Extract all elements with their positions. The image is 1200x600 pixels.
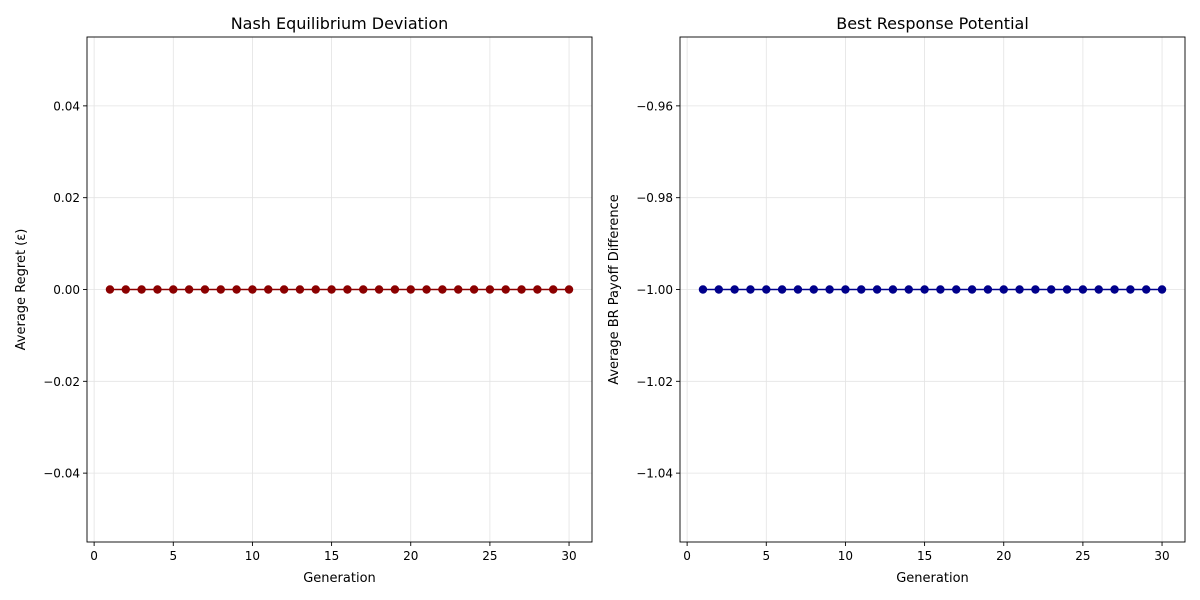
data-point bbox=[153, 285, 162, 294]
data-point bbox=[746, 285, 755, 294]
x-tick-label: 0 bbox=[90, 549, 98, 563]
x-tick-label: 30 bbox=[561, 549, 576, 563]
x-tick-label: 10 bbox=[245, 549, 260, 563]
data-point bbox=[264, 285, 273, 294]
data-point bbox=[279, 285, 289, 294]
y-axis-label: Average Regret (ε) bbox=[14, 229, 29, 351]
x-tick-label: 20 bbox=[403, 549, 418, 563]
x-tick-label: 10 bbox=[838, 549, 853, 563]
data-point bbox=[1031, 285, 1040, 294]
chart-panel-best-response-potential: 0 5 10 15 20 25 30 −1.04 −1.02 −1.00 −0.98 −0.96 Bes… bbox=[607, 14, 1186, 586]
data-point bbox=[374, 285, 384, 294]
data-point bbox=[714, 285, 723, 294]
x-tick-label: 20 bbox=[996, 549, 1011, 563]
data-point bbox=[1047, 285, 1056, 294]
data-point bbox=[1078, 285, 1088, 294]
data-point bbox=[311, 285, 320, 294]
data-point bbox=[169, 285, 178, 294]
data-point bbox=[762, 285, 771, 294]
x-tick-label: 5 bbox=[762, 549, 770, 563]
data-point bbox=[454, 285, 463, 294]
data-point bbox=[1142, 285, 1151, 294]
data-point bbox=[200, 285, 210, 294]
data-point bbox=[967, 285, 977, 294]
data-point bbox=[809, 285, 818, 294]
data-point bbox=[501, 285, 510, 294]
y-tick-label: −0.04 bbox=[43, 467, 80, 481]
data-point bbox=[343, 285, 352, 294]
y-tick-label: 0.02 bbox=[53, 191, 80, 205]
y-tick-label: −0.96 bbox=[636, 99, 673, 113]
data-point bbox=[327, 285, 336, 294]
data-point bbox=[390, 285, 400, 294]
data-point bbox=[533, 285, 542, 294]
data-point bbox=[1110, 285, 1119, 294]
data-point bbox=[999, 285, 1008, 294]
data-point bbox=[920, 285, 929, 294]
x-tick-label: 15 bbox=[917, 549, 932, 563]
data-point bbox=[936, 285, 945, 294]
x-axis-label: Generation bbox=[896, 571, 969, 586]
data-point bbox=[121, 285, 130, 294]
data-point bbox=[105, 285, 115, 294]
data-point bbox=[564, 285, 574, 294]
data-point bbox=[485, 285, 495, 294]
x-tick-label: 30 bbox=[1154, 549, 1169, 563]
data-point bbox=[438, 285, 447, 294]
y-tick-label: −0.02 bbox=[43, 375, 80, 389]
x-axis-label: Generation bbox=[303, 571, 376, 586]
data-point bbox=[841, 285, 850, 294]
chart-title: Nash Equilibrium Deviation bbox=[231, 14, 449, 33]
data-point bbox=[872, 285, 882, 294]
x-tick-label: 15 bbox=[324, 549, 339, 563]
data-point bbox=[983, 285, 993, 294]
data-point bbox=[698, 285, 708, 294]
y-tick-label: 0.04 bbox=[53, 99, 80, 113]
data-point bbox=[888, 285, 898, 294]
x-tick-label: 0 bbox=[683, 549, 691, 563]
data-point bbox=[1126, 285, 1135, 294]
y-tick-label: 0.00 bbox=[53, 283, 80, 297]
y-tick-label: −0.98 bbox=[636, 191, 673, 205]
data-point bbox=[952, 285, 961, 294]
data-point bbox=[137, 285, 146, 294]
data-point bbox=[359, 285, 368, 294]
x-tick-label: 5 bbox=[169, 549, 177, 563]
y-tick-label: −1.02 bbox=[636, 375, 673, 389]
data-point bbox=[1015, 285, 1024, 294]
data-point bbox=[248, 285, 257, 294]
data-point bbox=[184, 285, 194, 294]
y-tick-label: −1.04 bbox=[636, 467, 673, 481]
data-point bbox=[216, 285, 225, 294]
x-tick-label: 25 bbox=[1075, 549, 1090, 563]
data-point bbox=[517, 285, 526, 294]
data-point bbox=[1094, 285, 1103, 294]
y-tick-label: −1.00 bbox=[636, 283, 673, 297]
y-axis-label: Average BR Payoff Difference bbox=[607, 194, 622, 385]
data-point bbox=[793, 285, 803, 294]
data-point bbox=[857, 285, 866, 294]
data-point bbox=[295, 285, 305, 294]
data-point bbox=[406, 285, 415, 294]
data-point bbox=[904, 285, 913, 294]
data-point bbox=[1062, 285, 1072, 294]
data-point bbox=[1157, 285, 1167, 294]
chart-title: Best Response Potential bbox=[836, 14, 1029, 33]
data-point bbox=[469, 285, 479, 294]
data-point bbox=[825, 285, 834, 294]
data-point bbox=[422, 285, 431, 294]
chart-panel-nash-equilibrium-deviation: 0 5 10 15 20 25 30 −0.04 −0.02 0.00 0.02 0.04 Nash E… bbox=[14, 14, 593, 586]
data-point bbox=[777, 285, 787, 294]
x-tick-label: 25 bbox=[482, 549, 497, 563]
data-point bbox=[549, 285, 558, 294]
data-point bbox=[232, 285, 241, 294]
data-point bbox=[730, 285, 739, 294]
